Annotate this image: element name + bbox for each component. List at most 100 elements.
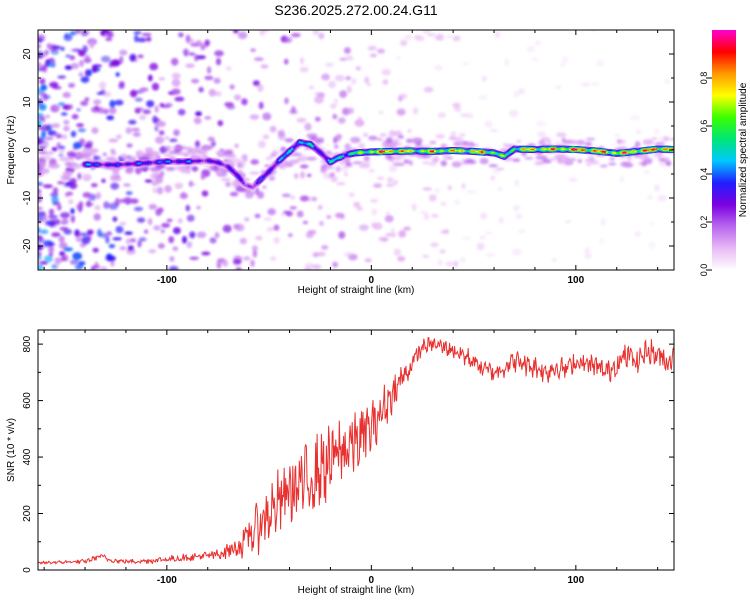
- noise-speckle: [40, 84, 47, 91]
- noise-speckle: [182, 236, 187, 244]
- noise-speckle: [561, 56, 569, 64]
- noise-speckle: [170, 57, 179, 66]
- noise-speckle: [38, 37, 43, 43]
- noise-speckle: [651, 137, 658, 140]
- noise-speckle: [368, 135, 378, 141]
- noise-speckle: [60, 112, 68, 116]
- noise-speckle: [284, 138, 294, 143]
- noise-speckle: [138, 237, 147, 242]
- noise-speckle: [210, 140, 216, 148]
- noise-speckle: [165, 166, 176, 171]
- noise-speckle: [124, 231, 133, 235]
- noise-speckle: [270, 256, 277, 261]
- noise-speckle: [38, 251, 42, 256]
- noise-speckle: [253, 57, 264, 62]
- noise-speckle: [637, 153, 647, 160]
- noise-speckle: [185, 34, 191, 43]
- noise-speckle: [286, 164, 294, 167]
- noise-speckle: [330, 175, 338, 183]
- noise-speckle: [128, 119, 137, 125]
- noise-speckle: [62, 92, 71, 98]
- noise-speckle: [43, 184, 53, 189]
- snr-frame: [37, 329, 675, 571]
- noise-speckle: [99, 81, 107, 89]
- spectrogram-y-tick-label: -20: [22, 238, 33, 253]
- noise-speckle: [89, 41, 94, 49]
- noise-speckle: [127, 245, 134, 252]
- noise-speckle: [178, 146, 188, 150]
- noise-speckle: [431, 213, 439, 218]
- noise-speckle: [440, 143, 447, 149]
- noise-speckle: [235, 267, 242, 270]
- noise-speckle: [300, 57, 304, 65]
- noise-speckle: [250, 259, 255, 267]
- noise-speckle: [70, 215, 76, 223]
- snr-x-tick-label: -100: [157, 575, 177, 586]
- colorbar-label: Normalized spectral amplitude: [738, 82, 749, 217]
- noise-speckle: [48, 208, 55, 216]
- noise-speckle: [146, 36, 152, 42]
- noise-speckle: [415, 35, 425, 42]
- noise-speckle: [150, 167, 161, 173]
- noise-speckle: [333, 98, 338, 105]
- noise-speckle: [38, 103, 47, 111]
- noise-speckle: [434, 64, 443, 71]
- snr-y-tick-label: 600: [22, 392, 33, 409]
- noise-speckle: [217, 120, 224, 127]
- noise-speckle: [115, 72, 120, 77]
- noise-speckle: [328, 80, 336, 89]
- noise-speckle: [524, 157, 534, 160]
- noise-speckle: [171, 88, 181, 95]
- noise-speckle: [314, 95, 324, 104]
- noise-speckle: [63, 119, 70, 125]
- noise-speckle: [38, 206, 43, 211]
- noise-speckle: [214, 232, 220, 239]
- noise-speckle: [284, 97, 289, 105]
- noise-speckle: [390, 232, 397, 238]
- noise-speckle: [435, 134, 445, 139]
- spectrogram-x-ticks: -100 0 100: [43, 30, 659, 286]
- noise-speckle: [105, 235, 110, 244]
- noise-speckle: [393, 248, 401, 256]
- noise-speckle: [65, 191, 74, 196]
- noise-speckle: [306, 156, 317, 161]
- noise-speckle: [283, 210, 290, 214]
- noise-speckle: [335, 212, 345, 219]
- noise-speckle: [38, 211, 46, 217]
- noise-speckle: [419, 210, 429, 215]
- noise-speckle: [194, 140, 201, 148]
- noise-speckle: [109, 100, 116, 108]
- noise-speckle: [514, 179, 520, 187]
- noise-speckle: [95, 192, 101, 200]
- noise-speckle: [148, 249, 157, 254]
- noise-speckle: [80, 152, 92, 158]
- noise-speckle: [390, 227, 395, 234]
- noise-speckle: [396, 108, 406, 116]
- noise-speckle: [82, 45, 88, 53]
- noise-speckle: [304, 122, 312, 131]
- noise-speckle: [214, 50, 224, 57]
- noise-speckle: [496, 167, 505, 171]
- noise-speckle: [358, 224, 369, 231]
- noise-speckle: [108, 158, 114, 162]
- noise-speckle: [196, 231, 207, 238]
- noise-speckle: [376, 176, 385, 181]
- noise-speckle: [60, 221, 69, 225]
- noise-speckle: [590, 82, 600, 86]
- noise-speckle: [600, 218, 606, 226]
- noise-speckle: [403, 159, 410, 164]
- noise-speckle: [479, 157, 489, 165]
- noise-speckle: [70, 208, 75, 215]
- noise-speckle: [177, 108, 186, 116]
- noise-speckle: [517, 88, 526, 95]
- noise-speckle: [106, 115, 115, 121]
- noise-speckle: [146, 100, 155, 108]
- noise-speckle: [119, 56, 124, 64]
- noise-speckle: [191, 78, 200, 84]
- noise-speckle: [198, 86, 204, 93]
- colorbar-tick-label: 0.4: [699, 168, 709, 181]
- noise-speckle: [258, 101, 264, 110]
- noise-speckle: [297, 154, 308, 162]
